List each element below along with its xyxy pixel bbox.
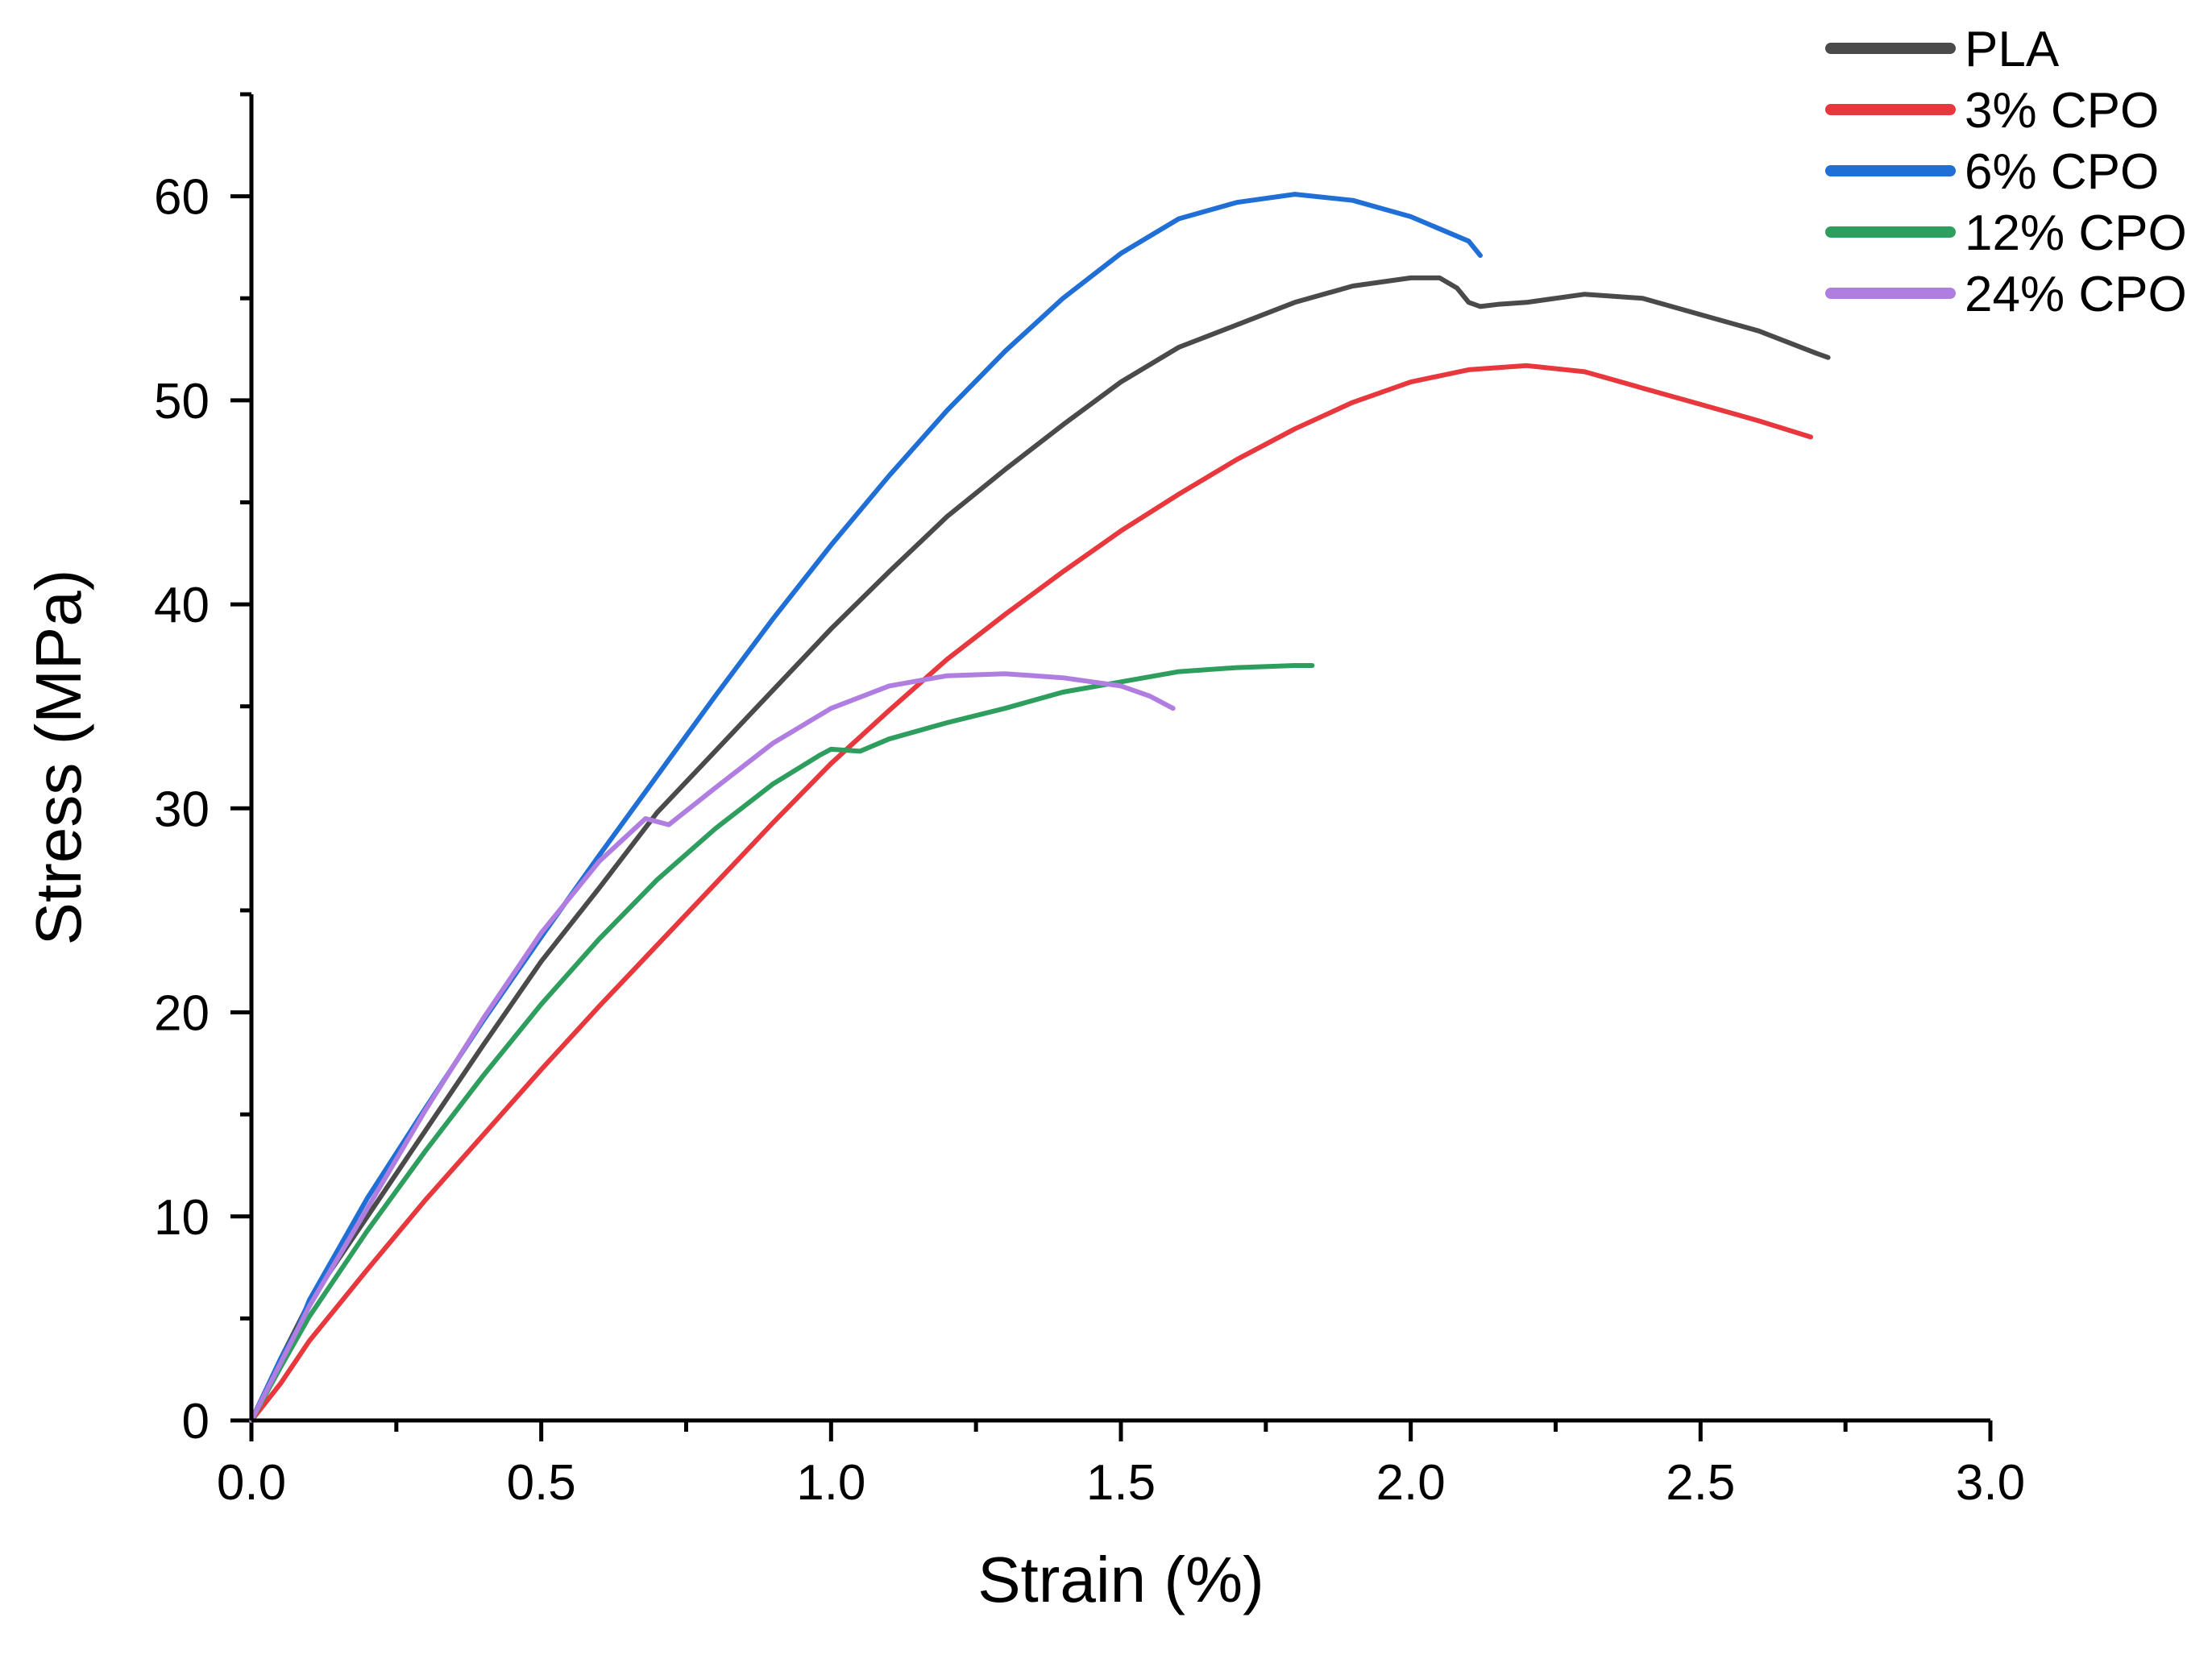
legend-label-pla: PLA xyxy=(1965,22,2060,77)
series-line-12pct-cpo xyxy=(249,663,1315,1423)
series-lines xyxy=(249,192,1831,1423)
x-tick-label: 2.5 xyxy=(1666,1455,1735,1511)
axis-ticks xyxy=(230,92,1993,1441)
legend-label-6pct-cpo: 6% CPO xyxy=(1965,144,2159,200)
series-line-6pct-cpo xyxy=(249,192,1483,1423)
x-tick-label: 1.0 xyxy=(796,1455,865,1511)
legend-label-3pct-cpo: 3% CPO xyxy=(1965,83,2159,139)
tick-labels: 0.0 0.5 1.0 1.5 2.0 2.5 3.0 0 10 20 30 40 50 60 xyxy=(154,170,2025,1511)
x-tick-label: 1.5 xyxy=(1086,1455,1156,1511)
legend-label-12pct-cpo: 12% CPO xyxy=(1965,205,2187,261)
series-line-24pct-cpo xyxy=(249,671,1176,1423)
series-line-3pct-cpo xyxy=(249,363,1813,1423)
x-tick-label: 0.5 xyxy=(507,1455,576,1511)
y-tick-label: 30 xyxy=(154,782,210,837)
legend-label-24pct-cpo: 24% CPO xyxy=(1965,267,2187,322)
y-tick-label: 0 xyxy=(182,1394,210,1449)
x-tick-label: 0.0 xyxy=(217,1455,286,1511)
y-tick-label: 20 xyxy=(154,986,210,1042)
x-axis-title: Strain (%) xyxy=(977,1544,1264,1615)
y-tick-label: 10 xyxy=(154,1190,210,1246)
x-tick-label: 2.0 xyxy=(1376,1455,1446,1511)
y-tick-label: 60 xyxy=(154,170,210,226)
x-tick-label: 3.0 xyxy=(1956,1455,2025,1511)
y-axis-title: Stress (MPa) xyxy=(23,570,94,946)
axes xyxy=(249,94,1990,1423)
y-tick-label: 50 xyxy=(154,374,210,429)
series-line-pla xyxy=(249,275,1831,1423)
y-tick-label: 40 xyxy=(154,578,210,633)
